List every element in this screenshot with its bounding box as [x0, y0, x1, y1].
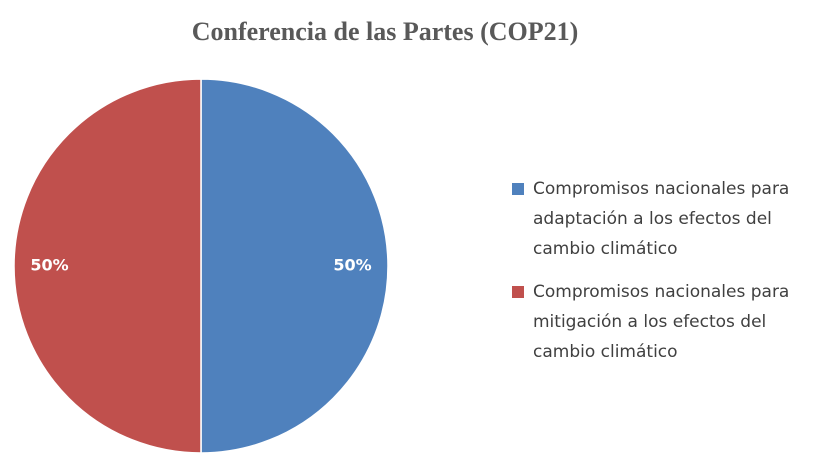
pie-slice [200, 78, 389, 454]
legend-label: Compromisos nacionales para adaptación a… [533, 179, 790, 259]
pie-slice [13, 78, 202, 454]
legend-swatch [512, 286, 524, 298]
data-label: 50% [30, 256, 68, 275]
legend-label: Compromisos nacionales para mitigación a… [533, 282, 790, 362]
chart-title: Conferencia de las Partes (COP21) [192, 17, 579, 46]
legend-item: Compromisos nacionales para mitigación a… [512, 277, 798, 367]
data-label: 50% [333, 256, 371, 275]
legend-item: Compromisos nacionales para adaptación a… [512, 174, 798, 264]
legend-swatch [512, 183, 524, 195]
